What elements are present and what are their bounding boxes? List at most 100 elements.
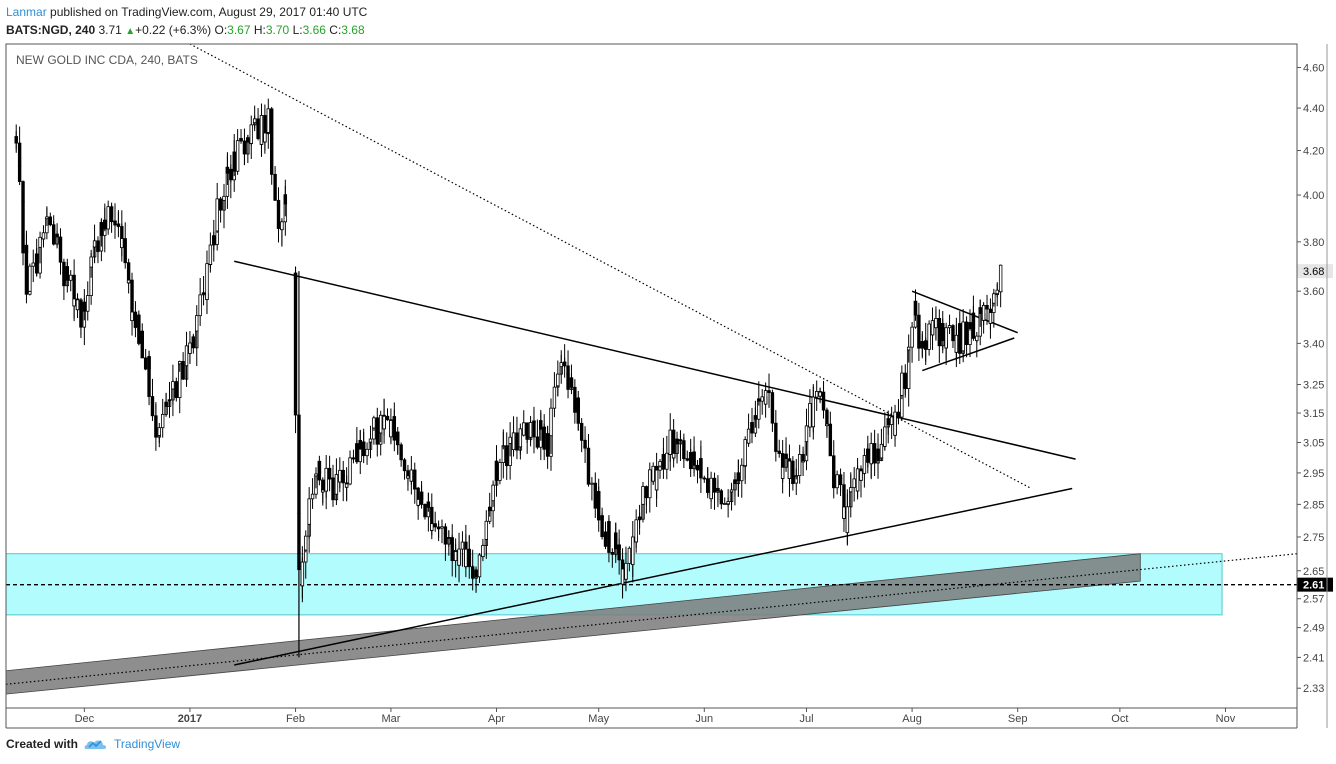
candle-body	[426, 501, 431, 508]
candle-body	[750, 422, 754, 434]
candle-body	[944, 327, 948, 349]
candle-body	[818, 391, 822, 397]
candle-body	[685, 458, 689, 461]
candle-body	[212, 235, 216, 245]
y-tick-label: 3.80	[1303, 237, 1324, 249]
candle-body	[978, 307, 982, 314]
candle-body	[474, 569, 478, 578]
candle-body	[195, 315, 199, 332]
candle-body	[518, 428, 523, 448]
candle-body	[24, 244, 29, 295]
candle-body	[178, 361, 182, 365]
candle-body	[927, 323, 931, 350]
candle-body	[576, 397, 580, 424]
candle-body	[675, 438, 679, 445]
candle-body	[515, 432, 519, 451]
candle-body	[971, 312, 976, 339]
candle-body	[522, 422, 526, 436]
candle-body	[453, 550, 458, 562]
candle-body	[542, 426, 546, 450]
y-tick-label: 4.40	[1303, 103, 1324, 115]
candle-body	[79, 316, 83, 328]
chart-title: NEW GOLD INC CDA, 240, BATS	[16, 53, 198, 67]
candle-body	[150, 402, 155, 417]
x-tick-label: Apr	[488, 713, 505, 725]
candle-body	[508, 436, 512, 444]
candle-body	[525, 422, 529, 437]
candle-body	[954, 334, 959, 353]
candle-body	[256, 118, 260, 139]
candle-body	[368, 438, 373, 443]
candle-body	[14, 136, 18, 144]
price-change: +0.22 (+6.3%)	[135, 23, 212, 37]
candle-body	[811, 396, 816, 428]
candle-body	[498, 462, 502, 481]
candle-body	[600, 515, 604, 538]
candle-body	[770, 409, 775, 424]
author-link[interactable]: Lanmar	[6, 5, 47, 19]
y-tick-label: 2.65	[1303, 566, 1324, 578]
candle-body	[48, 216, 52, 226]
candle-body	[494, 460, 499, 481]
candle-body	[975, 335, 979, 342]
hline-price-label: 2.61	[1303, 580, 1324, 592]
candle-body	[300, 561, 305, 587]
candle-body	[511, 432, 516, 450]
candle-body	[467, 549, 471, 568]
candle-body	[321, 489, 325, 493]
hline-price-badge	[1297, 577, 1333, 592]
candle-body	[505, 459, 509, 466]
candle-body	[981, 305, 986, 321]
published-text: published on TradingView.com, August 29,…	[50, 5, 368, 19]
candle-body	[225, 166, 230, 174]
candle-body	[791, 482, 795, 485]
candle-body	[96, 250, 100, 253]
candle-body	[964, 321, 969, 345]
candle-body	[883, 426, 887, 447]
candle-body	[723, 503, 727, 505]
tradingview-link[interactable]: TradingView	[84, 737, 180, 751]
candle-body	[399, 454, 403, 461]
candle-body	[617, 544, 621, 561]
candle-body	[389, 420, 393, 438]
flag-upper-line	[911, 290, 1018, 334]
close-label: C:	[329, 23, 342, 37]
x-tick-label: Oct	[1111, 713, 1128, 725]
x-tick-label: Dec	[75, 713, 95, 725]
open-label: O:	[214, 23, 228, 37]
candle-body	[167, 399, 172, 402]
candle-body	[998, 264, 1003, 293]
candle-body	[164, 401, 168, 407]
candle-body	[702, 477, 706, 480]
candle-body	[280, 221, 284, 231]
candle-body	[259, 115, 264, 145]
y-tick-label: 2.33	[1303, 683, 1324, 695]
candle-body	[958, 323, 962, 354]
tradingview-cloud-icon	[84, 740, 107, 749]
x-tick-label: Mar	[381, 713, 400, 725]
candle-body	[147, 356, 151, 397]
candle-body	[937, 326, 942, 347]
candle-body	[409, 469, 414, 482]
candle-body	[641, 486, 645, 505]
candle-body	[678, 439, 683, 442]
x-tick-label: May	[588, 713, 609, 725]
candle-body	[21, 201, 25, 254]
candle-body	[988, 312, 993, 324]
candle-body	[651, 465, 655, 482]
candle-body	[787, 460, 792, 479]
candle-body	[487, 506, 492, 512]
candle-body	[968, 322, 972, 329]
candle-body	[658, 461, 662, 467]
candle-body	[310, 493, 315, 500]
candle-body	[501, 445, 506, 448]
candle-body	[273, 173, 277, 201]
candle-body	[763, 390, 768, 405]
candle-body	[620, 568, 625, 585]
candle-body	[103, 219, 107, 230]
candle-body	[774, 450, 778, 452]
candle-body	[671, 453, 676, 459]
candle-body	[215, 198, 219, 232]
candle-body	[433, 524, 437, 528]
